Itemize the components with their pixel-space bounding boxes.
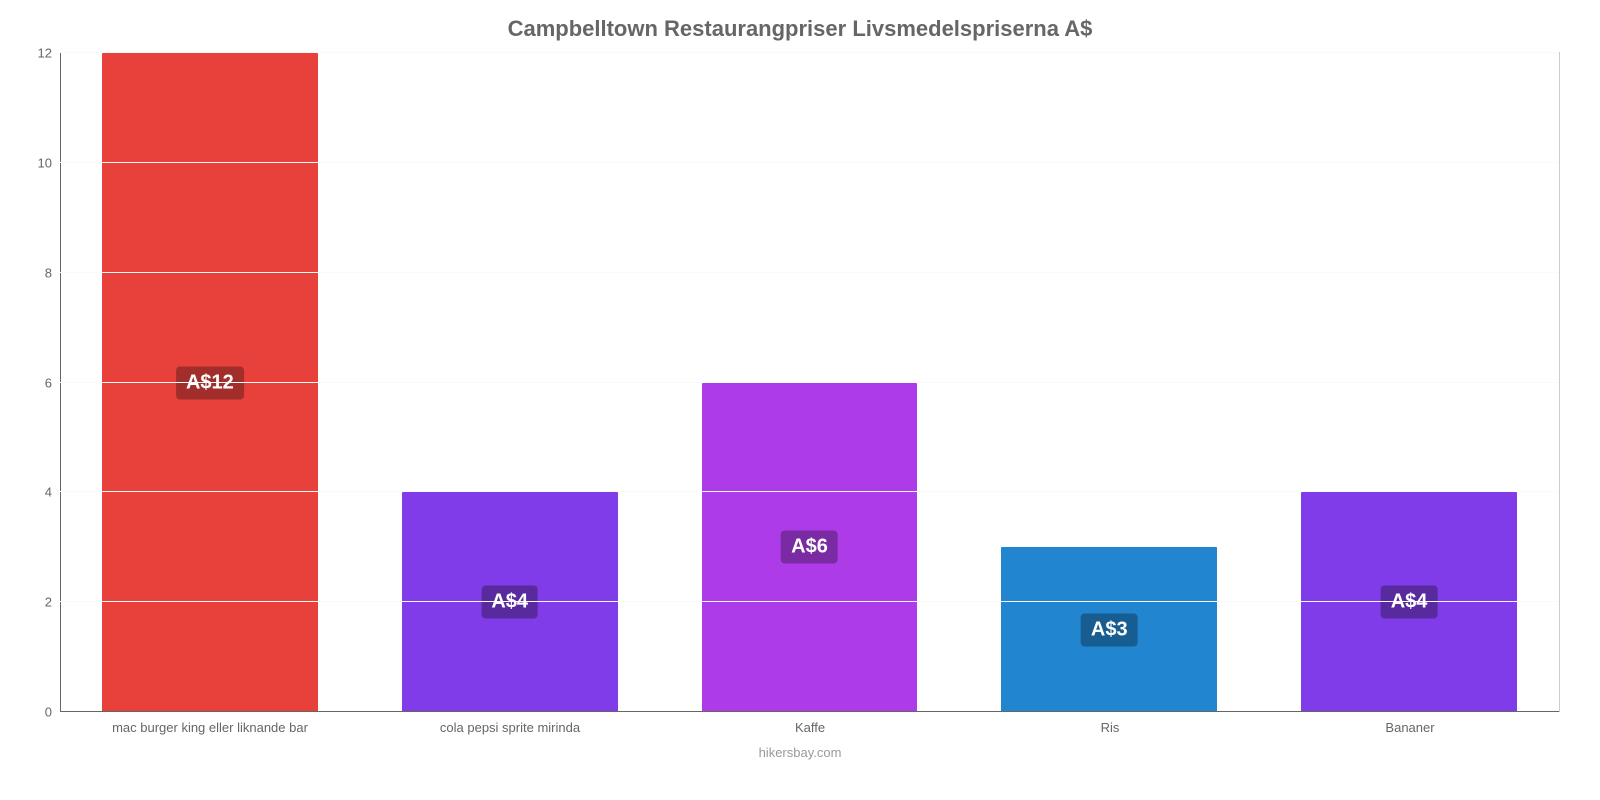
y-tick-label: 2 [45, 595, 60, 610]
price-bar-chart: Campbelltown Restaurangpriser Livsmedels… [0, 0, 1600, 800]
bar: A$12 [102, 53, 318, 712]
bar-slot: A$4 [360, 53, 660, 712]
bar-slot: A$3 [959, 53, 1259, 712]
chart-title: Campbelltown Restaurangpriser Livsmedels… [30, 16, 1570, 42]
x-labels-row: mac burger king eller liknande barcola p… [60, 712, 1560, 735]
x-axis-label: cola pepsi sprite mirinda [360, 712, 660, 735]
x-axis-label: mac burger king eller liknande bar [60, 712, 360, 735]
x-axis-label: Ris [960, 712, 1260, 735]
value-badge: A$12 [176, 366, 244, 399]
bars-container: A$12 A$4 A$6 A$3 A$4 [60, 53, 1559, 712]
bar-slot: A$6 [660, 53, 960, 712]
x-axis-label: Bananer [1260, 712, 1560, 735]
bar: A$4 [402, 492, 618, 712]
y-tick-label: 6 [45, 375, 60, 390]
y-tick-label: 4 [45, 485, 60, 500]
bar-slot: A$4 [1259, 53, 1559, 712]
bar-slot: A$12 [60, 53, 360, 712]
plot-area: A$12A$4A$6A$3A$4 024681012 [60, 52, 1560, 712]
y-tick-label: 0 [45, 705, 60, 720]
grid-line [60, 601, 1559, 602]
value-badge: A$6 [781, 531, 838, 564]
chart-footer: hikersbay.com [30, 745, 1570, 760]
bar: A$4 [1301, 492, 1517, 712]
grid-line [60, 382, 1559, 383]
grid-line [60, 272, 1559, 273]
grid-line [60, 711, 1559, 712]
grid-line [60, 52, 1559, 53]
grid-line [60, 162, 1559, 163]
y-tick-label: 8 [45, 265, 60, 280]
grid-line [60, 491, 1559, 492]
value-badge: A$4 [1381, 586, 1438, 619]
bar: A$3 [1001, 547, 1217, 712]
value-badge: A$3 [1081, 613, 1138, 646]
bar: A$6 [702, 383, 918, 713]
x-axis-label: Kaffe [660, 712, 960, 735]
y-tick-label: 12 [38, 46, 60, 61]
y-tick-label: 10 [38, 155, 60, 170]
value-badge: A$4 [481, 586, 538, 619]
